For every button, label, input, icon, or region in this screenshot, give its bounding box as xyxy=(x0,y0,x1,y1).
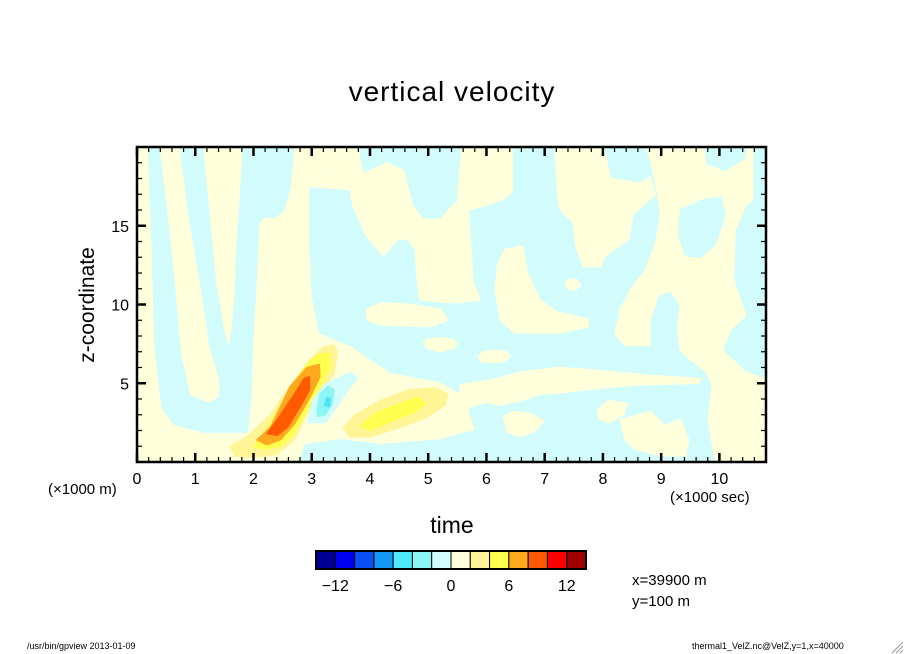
contour-region-10 xyxy=(494,245,590,334)
x-tick-label: 2 xyxy=(249,471,258,488)
x-tick-label: 9 xyxy=(657,471,666,488)
footer-source-file: thermal1_VelZ.nc@VelZ,y=1,x=40000 xyxy=(692,641,844,651)
y-axis-label: z-coordinate xyxy=(76,247,99,363)
contour-region-23 xyxy=(323,396,332,408)
colorbar-frame xyxy=(315,550,587,570)
x-tick-label: 4 xyxy=(366,471,375,488)
contour-field xyxy=(137,147,766,462)
contour-region-9 xyxy=(677,196,726,259)
colorbar-tick-label: 0 xyxy=(447,578,456,595)
contour-region-16 xyxy=(619,410,690,457)
colorbar-swatch xyxy=(354,550,375,570)
colorbar-tick-label: −12 xyxy=(322,578,349,595)
colorbar-swatch xyxy=(566,550,587,570)
x-tick-label: 8 xyxy=(598,471,607,488)
x-axis-label: time xyxy=(430,512,474,538)
colorbar-swatch xyxy=(546,550,568,570)
contour-region-20 xyxy=(266,376,311,436)
x-tick-label: 3 xyxy=(307,471,316,488)
colorbar-tick-label: 6 xyxy=(504,578,513,595)
x-tick-label: 5 xyxy=(424,471,433,488)
contour-region-12 xyxy=(477,349,512,364)
y-axis-unit: (×1000 m) xyxy=(48,481,117,498)
contour-region-5 xyxy=(366,302,449,328)
colorbar-swatch xyxy=(431,550,452,570)
colorbar-swatch xyxy=(489,550,510,570)
x-tick-label: 1 xyxy=(191,471,200,488)
colorbar-swatch xyxy=(315,550,336,570)
contour-region-1 xyxy=(159,147,220,403)
colorbar-swatch xyxy=(411,550,433,570)
footer-program-date: /usr/bin/gpview 2013-01-09 xyxy=(27,641,136,651)
contour-layers xyxy=(137,147,766,462)
y-tick-label: 15 xyxy=(111,219,129,236)
colorbar-swatch xyxy=(508,550,529,570)
x-axis-unit: (×1000 sec) xyxy=(670,489,750,506)
contour-region-25 xyxy=(359,396,427,432)
x-tick-label: 0 xyxy=(133,471,142,488)
colorbar-swatch xyxy=(392,550,413,570)
axis-tick-labels: 0 1 2 3 4 5 6 7 8 9 10 5 10 15 xyxy=(111,219,728,488)
contour-region-15 xyxy=(596,399,629,424)
y-tick-label: 10 xyxy=(111,298,129,315)
contour-region-6 xyxy=(422,336,459,353)
x-tick-label: 10 xyxy=(711,471,729,488)
colorbar-tick-label: 12 xyxy=(558,578,576,595)
colorbar-swatch xyxy=(450,550,471,570)
contour-region-7 xyxy=(554,147,657,268)
chart-title: vertical velocity xyxy=(348,76,556,107)
contour-region-14 xyxy=(502,410,545,438)
contour-region-8 xyxy=(614,147,766,462)
colorbar-swatch xyxy=(469,550,491,570)
contour-region-4 xyxy=(309,147,513,304)
plot-frame xyxy=(135,145,768,464)
colorbar-tick-label: −6 xyxy=(384,578,402,595)
x-position-info: x=39900 m xyxy=(632,572,707,589)
y-position-info: y=100 m xyxy=(632,593,690,610)
contour-region-2 xyxy=(203,147,243,345)
colorbar-swatch xyxy=(527,550,548,570)
colorbar: −12 −6 0 6 12 xyxy=(315,550,587,595)
y-tick-label: 5 xyxy=(120,376,129,393)
colorbar-swatch xyxy=(334,550,356,570)
contour-region-13 xyxy=(459,366,701,411)
x-tick-label: 6 xyxy=(482,471,491,488)
colorbar-swatch xyxy=(373,550,394,570)
x-tick-label: 7 xyxy=(540,471,549,488)
contour-region-11 xyxy=(564,278,581,292)
resize-grip-icon[interactable] xyxy=(891,641,904,654)
